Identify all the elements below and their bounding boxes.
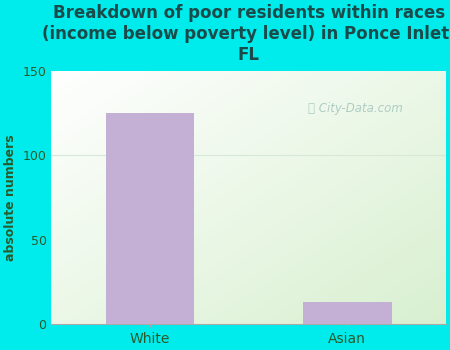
Y-axis label: absolute numbers: absolute numbers xyxy=(4,134,17,261)
Bar xyxy=(303,302,392,324)
Title: Breakdown of poor residents within races
(income below poverty level) in Ponce I: Breakdown of poor residents within races… xyxy=(42,4,450,64)
Text: ⓘ City-Data.com: ⓘ City-Data.com xyxy=(308,103,403,116)
Bar xyxy=(106,113,194,324)
